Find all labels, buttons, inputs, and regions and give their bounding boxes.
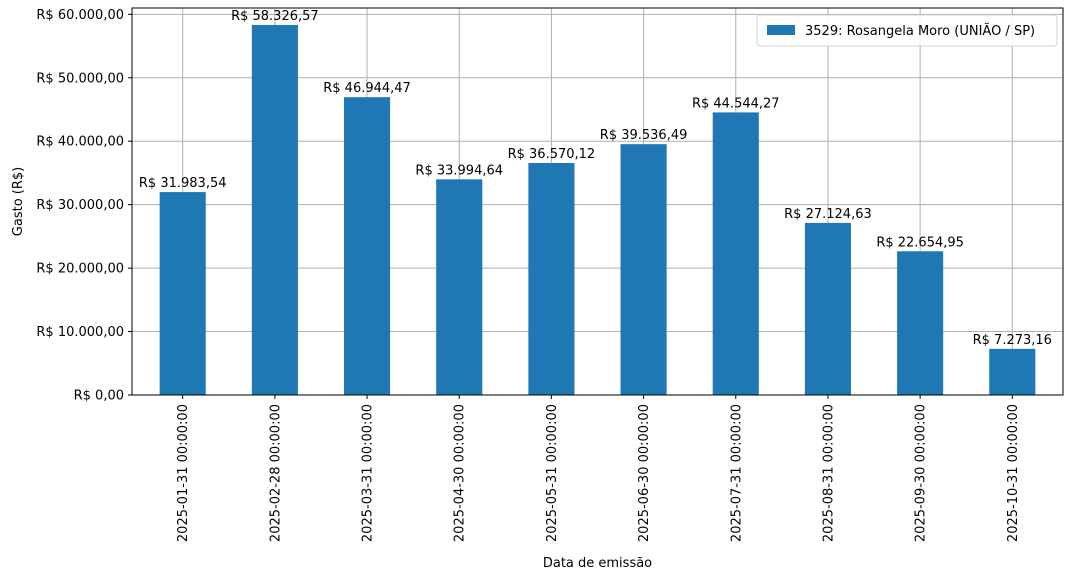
bar-value-label: R$ 58.326,57 [231, 9, 319, 24]
x-axis-title: Data de emissão [543, 556, 652, 571]
bar [897, 251, 944, 395]
x-tick-label: 2025-06-30 00:00:00 [637, 404, 652, 542]
bar [436, 179, 483, 395]
x-tick-label: 2025-08-31 00:00:00 [821, 404, 836, 542]
y-tick-label: R$ 50.000,00 [36, 71, 124, 86]
bar-value-label: R$ 44.544,27 [692, 96, 780, 111]
legend-swatch [767, 25, 795, 35]
bar-value-label: R$ 31.983,54 [139, 176, 227, 191]
legend-box [756, 14, 1058, 47]
bar-value-label: R$ 27.124,63 [784, 207, 872, 222]
y-tick-label: R$ 60.000,00 [36, 8, 124, 23]
bar-value-label: R$ 7.273,16 [973, 333, 1052, 348]
bar-value-label: R$ 33.994,64 [415, 163, 503, 178]
bar [251, 24, 298, 396]
x-tick-label: 2025-10-31 00:00:00 [1006, 404, 1021, 542]
bars [159, 24, 1036, 396]
x-tick-label: 2025-05-31 00:00:00 [545, 404, 560, 542]
y-tick-label: R$ 20.000,00 [36, 262, 124, 277]
y-tick-label: R$ 30.000,00 [36, 198, 124, 213]
bar [344, 97, 391, 395]
bar-value-label: R$ 39.536,49 [600, 128, 688, 143]
y-tick-label: R$ 40.000,00 [36, 135, 124, 150]
bar [159, 192, 206, 395]
y-tick-label: R$ 0,00 [74, 389, 124, 404]
bar [528, 162, 575, 395]
x-tick-label: 2025-09-30 00:00:00 [914, 404, 929, 542]
x-tick-label: 2025-03-31 00:00:00 [361, 404, 376, 542]
bar-value-label: R$ 46.944,47 [323, 81, 411, 96]
bar [989, 348, 1036, 395]
bar [804, 222, 851, 395]
x-tick-label: 2025-07-31 00:00:00 [729, 404, 744, 542]
legend: 3529: Rosangela Moro (UNIÃO / SP) [756, 14, 1058, 47]
x-tick-label: 2025-01-31 00:00:00 [176, 404, 191, 542]
bar-value-label: R$ 22.654,95 [876, 235, 964, 250]
x-axis-ticks: 2025-01-31 00:00:00 2025-02-28 00:00:00 20… [176, 395, 1021, 542]
x-tick-label: 2025-04-30 00:00:00 [453, 404, 468, 542]
data-labels: R$ 31.983,54 R$ 58.326,57 R$ 46.944,47 R$ 3… [139, 9, 1052, 348]
plot-area-frame [131, 7, 1064, 396]
y-axis-title: Gasto (R$) [11, 167, 26, 236]
legend-label: 3529: Rosangela Moro (UNIÃO / SP) [805, 23, 1035, 39]
x-tick-label: 2025-02-28 00:00:00 [268, 404, 283, 542]
y-tick-label: R$ 10.000,00 [36, 325, 124, 340]
bar [620, 144, 667, 395]
y-axis-ticks: R$ 0,00 R$ 10.000,00 R$ 20.000,00 R$ 30.000… [36, 8, 132, 404]
bar [712, 112, 759, 395]
x-gridlines [182, 8, 1013, 395]
bar-value-label: R$ 36.570,12 [508, 147, 596, 162]
